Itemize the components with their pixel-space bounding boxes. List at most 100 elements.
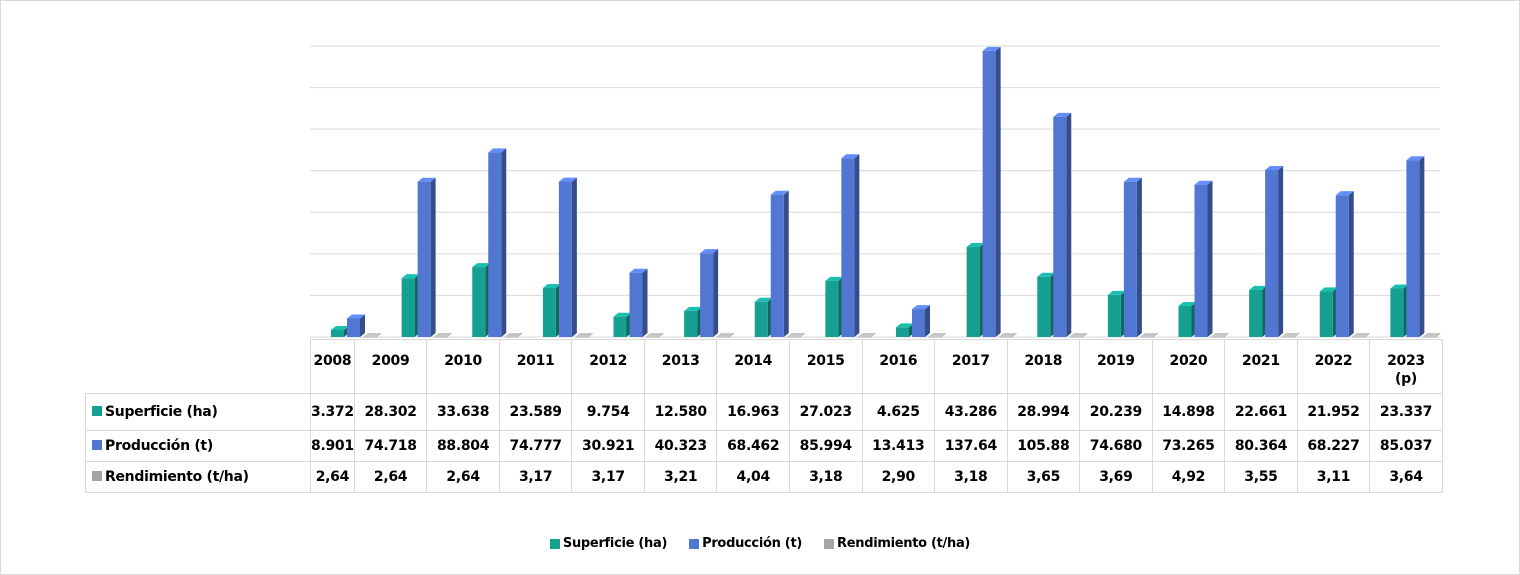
value-cell: 4,04 bbox=[716, 461, 790, 493]
value-cell: 3,11 bbox=[1296, 461, 1371, 493]
bar-side bbox=[1152, 332, 1158, 338]
legend: Superficie (ha) Producción (t) Rendimiento… bbox=[0, 536, 1520, 551]
bar bbox=[347, 318, 360, 337]
bar bbox=[1281, 336, 1295, 338]
legend-label: Producción (t) bbox=[702, 536, 803, 551]
bar bbox=[1335, 195, 1349, 337]
value-cell: 85.994 bbox=[788, 430, 863, 462]
category-cell: 2016 bbox=[861, 339, 936, 394]
bar-top bbox=[472, 263, 491, 268]
value-cell: 68.462 bbox=[716, 430, 790, 462]
bar-top bbox=[1351, 332, 1370, 337]
category-label: 2015 bbox=[806, 353, 845, 369]
bar-side bbox=[1435, 332, 1441, 338]
bar-side bbox=[783, 190, 789, 337]
value-cell: 28.994 bbox=[1006, 393, 1081, 431]
bar bbox=[472, 267, 486, 337]
bar-side bbox=[941, 332, 946, 338]
legend-key bbox=[92, 406, 102, 416]
bar-side bbox=[1136, 177, 1142, 337]
bar-side bbox=[642, 268, 648, 337]
bar bbox=[401, 278, 415, 337]
table-row: Superficie (ha) 3.372 28.302 33.638 23.589 9.… bbox=[85, 393, 1443, 431]
bar bbox=[331, 329, 344, 337]
bar bbox=[857, 336, 871, 338]
value-cell: 16.963 bbox=[716, 393, 790, 431]
value-cell: 3,17 bbox=[571, 461, 645, 493]
category-cell: 2021 bbox=[1224, 339, 1298, 394]
legend-key bbox=[549, 538, 560, 549]
value-cell: 68.227 bbox=[1296, 430, 1371, 462]
bar bbox=[966, 247, 980, 337]
bar bbox=[488, 152, 502, 337]
value-cell: 2,64 bbox=[310, 461, 355, 493]
category-label: 2019 bbox=[1096, 353, 1135, 369]
bar bbox=[1319, 291, 1333, 337]
bar-top bbox=[998, 332, 1017, 337]
category-label: 2013 bbox=[661, 353, 700, 369]
value-cell: 22.661 bbox=[1224, 393, 1298, 431]
value-cell: 74.718 bbox=[353, 430, 428, 462]
bar-top bbox=[1194, 180, 1213, 185]
value-cell: 88.804 bbox=[426, 430, 500, 462]
value-cell: 43.286 bbox=[934, 393, 1008, 431]
value-cell: 3,21 bbox=[643, 461, 718, 493]
bar bbox=[928, 336, 941, 338]
category-label: 2014 bbox=[734, 353, 773, 369]
bar-side bbox=[501, 148, 507, 337]
category-cell: 2017 bbox=[934, 339, 1008, 394]
category-cell: 2023 (p) bbox=[1369, 339, 1443, 394]
bar-top bbox=[825, 276, 844, 281]
bar-top bbox=[417, 177, 436, 182]
bar bbox=[1390, 288, 1404, 337]
category-cell: 2018 bbox=[1006, 339, 1081, 394]
bar bbox=[363, 336, 376, 338]
bar-top bbox=[684, 306, 703, 311]
value-cell: 3,55 bbox=[1224, 461, 1298, 493]
value-cell: 74.777 bbox=[498, 430, 573, 462]
value-cell: 8.901 bbox=[310, 430, 355, 462]
category-label: 2020 bbox=[1169, 353, 1208, 369]
category-cell: 2008 bbox=[310, 339, 355, 394]
bar bbox=[998, 336, 1012, 338]
value-cell: 3,18 bbox=[788, 461, 863, 493]
bar-side bbox=[854, 154, 860, 337]
bar-side bbox=[1082, 332, 1088, 338]
bar-top bbox=[716, 332, 735, 337]
category-label: 2012 bbox=[589, 353, 628, 369]
bar bbox=[896, 327, 909, 337]
value-cell: 4.625 bbox=[861, 393, 936, 431]
bar bbox=[1422, 336, 1436, 338]
value-cell: 3.372 bbox=[310, 393, 355, 431]
bar bbox=[770, 194, 784, 337]
bar-top bbox=[1281, 332, 1300, 337]
bar-top bbox=[574, 332, 593, 337]
category-label: 2008 bbox=[313, 353, 352, 369]
legend-key bbox=[92, 471, 102, 481]
value-cell: 4,92 bbox=[1151, 461, 1226, 493]
category-label: 2018 bbox=[1024, 353, 1063, 369]
bar bbox=[558, 181, 572, 337]
bar-top bbox=[1178, 302, 1197, 307]
bar bbox=[825, 280, 839, 337]
bar-top bbox=[1037, 272, 1056, 277]
value-cell: 3,65 bbox=[1006, 461, 1081, 493]
bar-top bbox=[700, 249, 719, 254]
bar-top bbox=[613, 312, 632, 317]
value-cell: 2,90 bbox=[861, 461, 936, 493]
row-label-cell: Producción (t) bbox=[85, 430, 311, 462]
category-label: 2010 bbox=[444, 353, 482, 369]
bar bbox=[684, 310, 698, 337]
bar-top bbox=[1422, 332, 1441, 337]
value-cell: 73.265 bbox=[1151, 430, 1226, 462]
bar-top bbox=[770, 190, 789, 195]
bar-side bbox=[995, 46, 1001, 338]
bar bbox=[982, 50, 996, 338]
bar-side bbox=[430, 177, 436, 337]
bar bbox=[504, 336, 518, 338]
value-cell: 2,64 bbox=[426, 461, 500, 493]
value-cell: 30.921 bbox=[571, 430, 645, 462]
bar-top bbox=[542, 283, 561, 288]
